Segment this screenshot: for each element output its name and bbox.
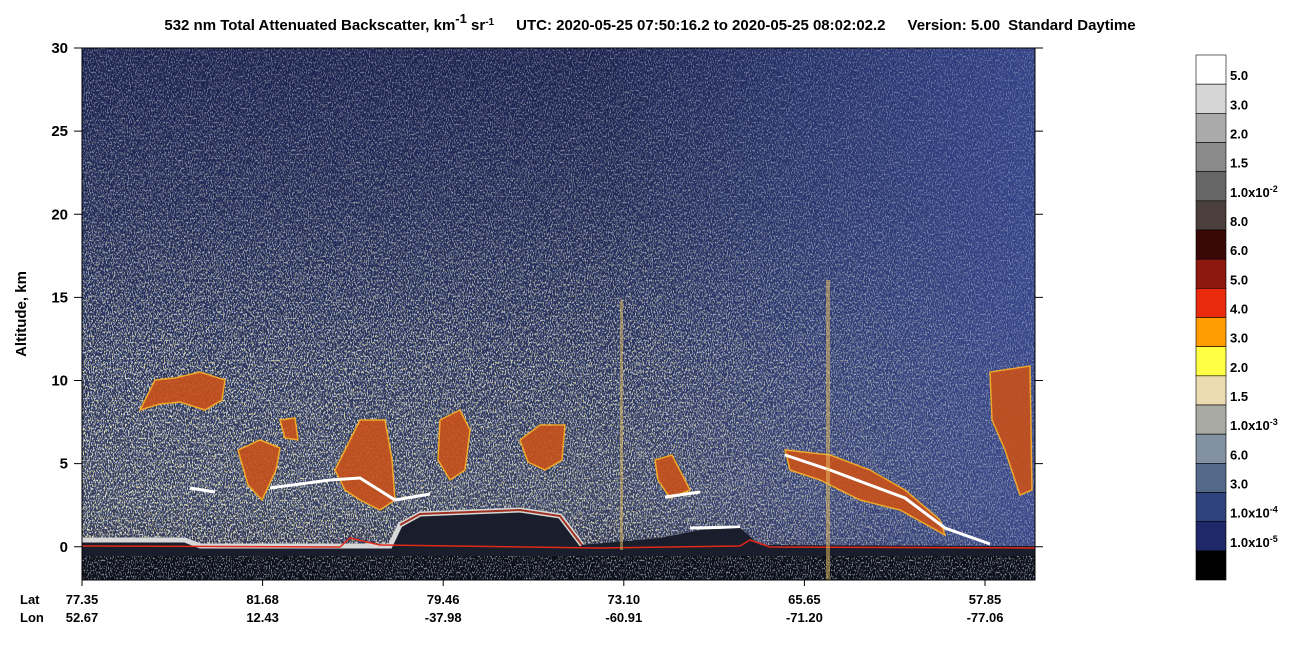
colorbar-box bbox=[1195, 288, 1227, 318]
x-row-label: Lat bbox=[20, 592, 40, 607]
x-tick-label: 81.68 bbox=[246, 592, 279, 607]
colorbar-box bbox=[1195, 346, 1227, 377]
colorbar-label: 3.0 bbox=[1230, 477, 1248, 492]
colorbar-box bbox=[1195, 492, 1227, 522]
colorbar-label: 2.0 bbox=[1230, 127, 1248, 142]
utc: UTC: 2020-05-25 07:50:16.2 to 2020-05-25… bbox=[516, 17, 885, 34]
colorbar-label-exp: -3 bbox=[1270, 417, 1278, 427]
colorbar-label-text: 3.0 bbox=[1230, 477, 1248, 492]
x-row-label: Lon bbox=[20, 610, 44, 625]
x-tick-label: 79.46 bbox=[427, 592, 460, 607]
colorbar-label: 1.0x10-5 bbox=[1230, 534, 1278, 550]
colorbar-label-exp: -2 bbox=[1270, 184, 1278, 194]
colorbar-box bbox=[1195, 433, 1227, 464]
colorbar-label: 8.0 bbox=[1230, 214, 1248, 229]
colorbar-label-text: 1.0x10 bbox=[1230, 418, 1270, 433]
colorbar-label: 1.0x10-3 bbox=[1230, 417, 1278, 433]
colorbar-box bbox=[1195, 375, 1227, 406]
colorbar-label-text: 6.0 bbox=[1230, 243, 1248, 258]
plot-frame bbox=[81, 47, 1036, 581]
colorbar-label-text: 8.0 bbox=[1230, 214, 1248, 229]
colorbar-label: 6.0 bbox=[1230, 243, 1248, 258]
version: Version: 5.00 bbox=[908, 17, 1001, 34]
x-tick-label: -71.20 bbox=[786, 610, 823, 625]
colorbar-label: 1.5 bbox=[1230, 389, 1248, 404]
colorbar-label: 1.0x10-4 bbox=[1230, 505, 1278, 521]
colorbar-label-exp: -5 bbox=[1270, 534, 1278, 544]
colorbar-box bbox=[1195, 229, 1227, 260]
colorbar-box bbox=[1195, 550, 1227, 581]
colorbar-label: 4.0 bbox=[1230, 302, 1248, 317]
colorbar-label: 5.0 bbox=[1230, 272, 1248, 287]
y-tick-label: 20 bbox=[51, 206, 68, 223]
colorbar-label: 6.0 bbox=[1230, 447, 1248, 462]
colorbar-label-text: 3.0 bbox=[1230, 331, 1248, 346]
colorbar-label: 3.0 bbox=[1230, 97, 1248, 112]
y-tick-label: 15 bbox=[51, 289, 68, 306]
colorbar-label-text: 6.0 bbox=[1230, 447, 1248, 462]
colorbar-label-exp: -4 bbox=[1270, 505, 1278, 515]
colorbar-label: 1.0x10-2 bbox=[1230, 184, 1278, 200]
title-sup: -1 bbox=[455, 11, 467, 26]
colorbar-box bbox=[1195, 54, 1227, 85]
colorbar-label-text: 2.0 bbox=[1230, 360, 1248, 375]
colorbar-label-text: 2.0 bbox=[1230, 127, 1248, 142]
colorbar-box bbox=[1195, 200, 1227, 231]
title-part: 532 nm Total Attenuated Backscatter, km bbox=[164, 17, 455, 34]
colorbar-box bbox=[1195, 171, 1227, 202]
x-tick-label: 52.67 bbox=[66, 610, 99, 625]
colorbar-label-text: 1.0x10 bbox=[1230, 535, 1270, 550]
x-tick-label: -77.06 bbox=[967, 610, 1004, 625]
title-part: sr bbox=[467, 17, 486, 34]
colorbar-box bbox=[1195, 258, 1227, 289]
colorbar-label-text: 1.5 bbox=[1230, 156, 1248, 171]
colorbar-label: 2.0 bbox=[1230, 360, 1248, 375]
colorbar-label-text: 1.0x10 bbox=[1230, 506, 1270, 521]
mode: Standard Daytime bbox=[1008, 17, 1136, 34]
colorbar-box bbox=[1195, 463, 1227, 493]
x-tick-label: 12.43 bbox=[246, 610, 279, 625]
colorbar-label-text: 1.5 bbox=[1230, 389, 1248, 404]
colorbar-label: 1.5 bbox=[1230, 156, 1248, 171]
chart-title: 532 nm Total Attenuated Backscatter, km-… bbox=[164, 11, 1135, 35]
y-axis-label: Altitude, km bbox=[13, 271, 30, 357]
colorbar-label-text: 4.0 bbox=[1230, 302, 1248, 317]
colorbar-label-text: 5.0 bbox=[1230, 272, 1248, 287]
y-tick-label: 0 bbox=[60, 539, 68, 556]
y-tick-label: 10 bbox=[51, 373, 68, 390]
x-tick-label: -60.91 bbox=[605, 610, 642, 625]
colorbar-label-text: 3.0 bbox=[1230, 97, 1248, 112]
colorbar-box bbox=[1195, 317, 1227, 347]
colorbar-label-text: 5.0 bbox=[1230, 68, 1248, 83]
y-tick-label: 25 bbox=[51, 123, 68, 140]
x-tick-label: 73.10 bbox=[608, 592, 641, 607]
x-tick-label: 77.35 bbox=[66, 592, 99, 607]
colorbar-label: 5.0 bbox=[1230, 68, 1248, 83]
colorbar-label: 3.0 bbox=[1230, 331, 1248, 346]
colorbar-box bbox=[1195, 521, 1227, 552]
axes: 0 5 10 15 20 25 30 Lat Lon 77.35 52.67 81.68 12.43 79… bbox=[20, 40, 1278, 625]
colorbar-label-text: 1.0x10 bbox=[1230, 185, 1270, 200]
x-tick-label: -37.98 bbox=[425, 610, 462, 625]
x-tick-label: 57.85 bbox=[969, 592, 1002, 607]
colorbar-box bbox=[1195, 113, 1227, 143]
x-tick-label: 65.65 bbox=[788, 592, 821, 607]
colorbar-box bbox=[1195, 142, 1227, 172]
colorbar-box bbox=[1195, 83, 1227, 114]
colorbar-box bbox=[1195, 404, 1227, 435]
title-sup: -1 bbox=[485, 17, 494, 28]
backscatter-image bbox=[82, 48, 1035, 580]
y-tick-label: 5 bbox=[60, 456, 68, 473]
y-tick-label: 30 bbox=[51, 40, 68, 57]
